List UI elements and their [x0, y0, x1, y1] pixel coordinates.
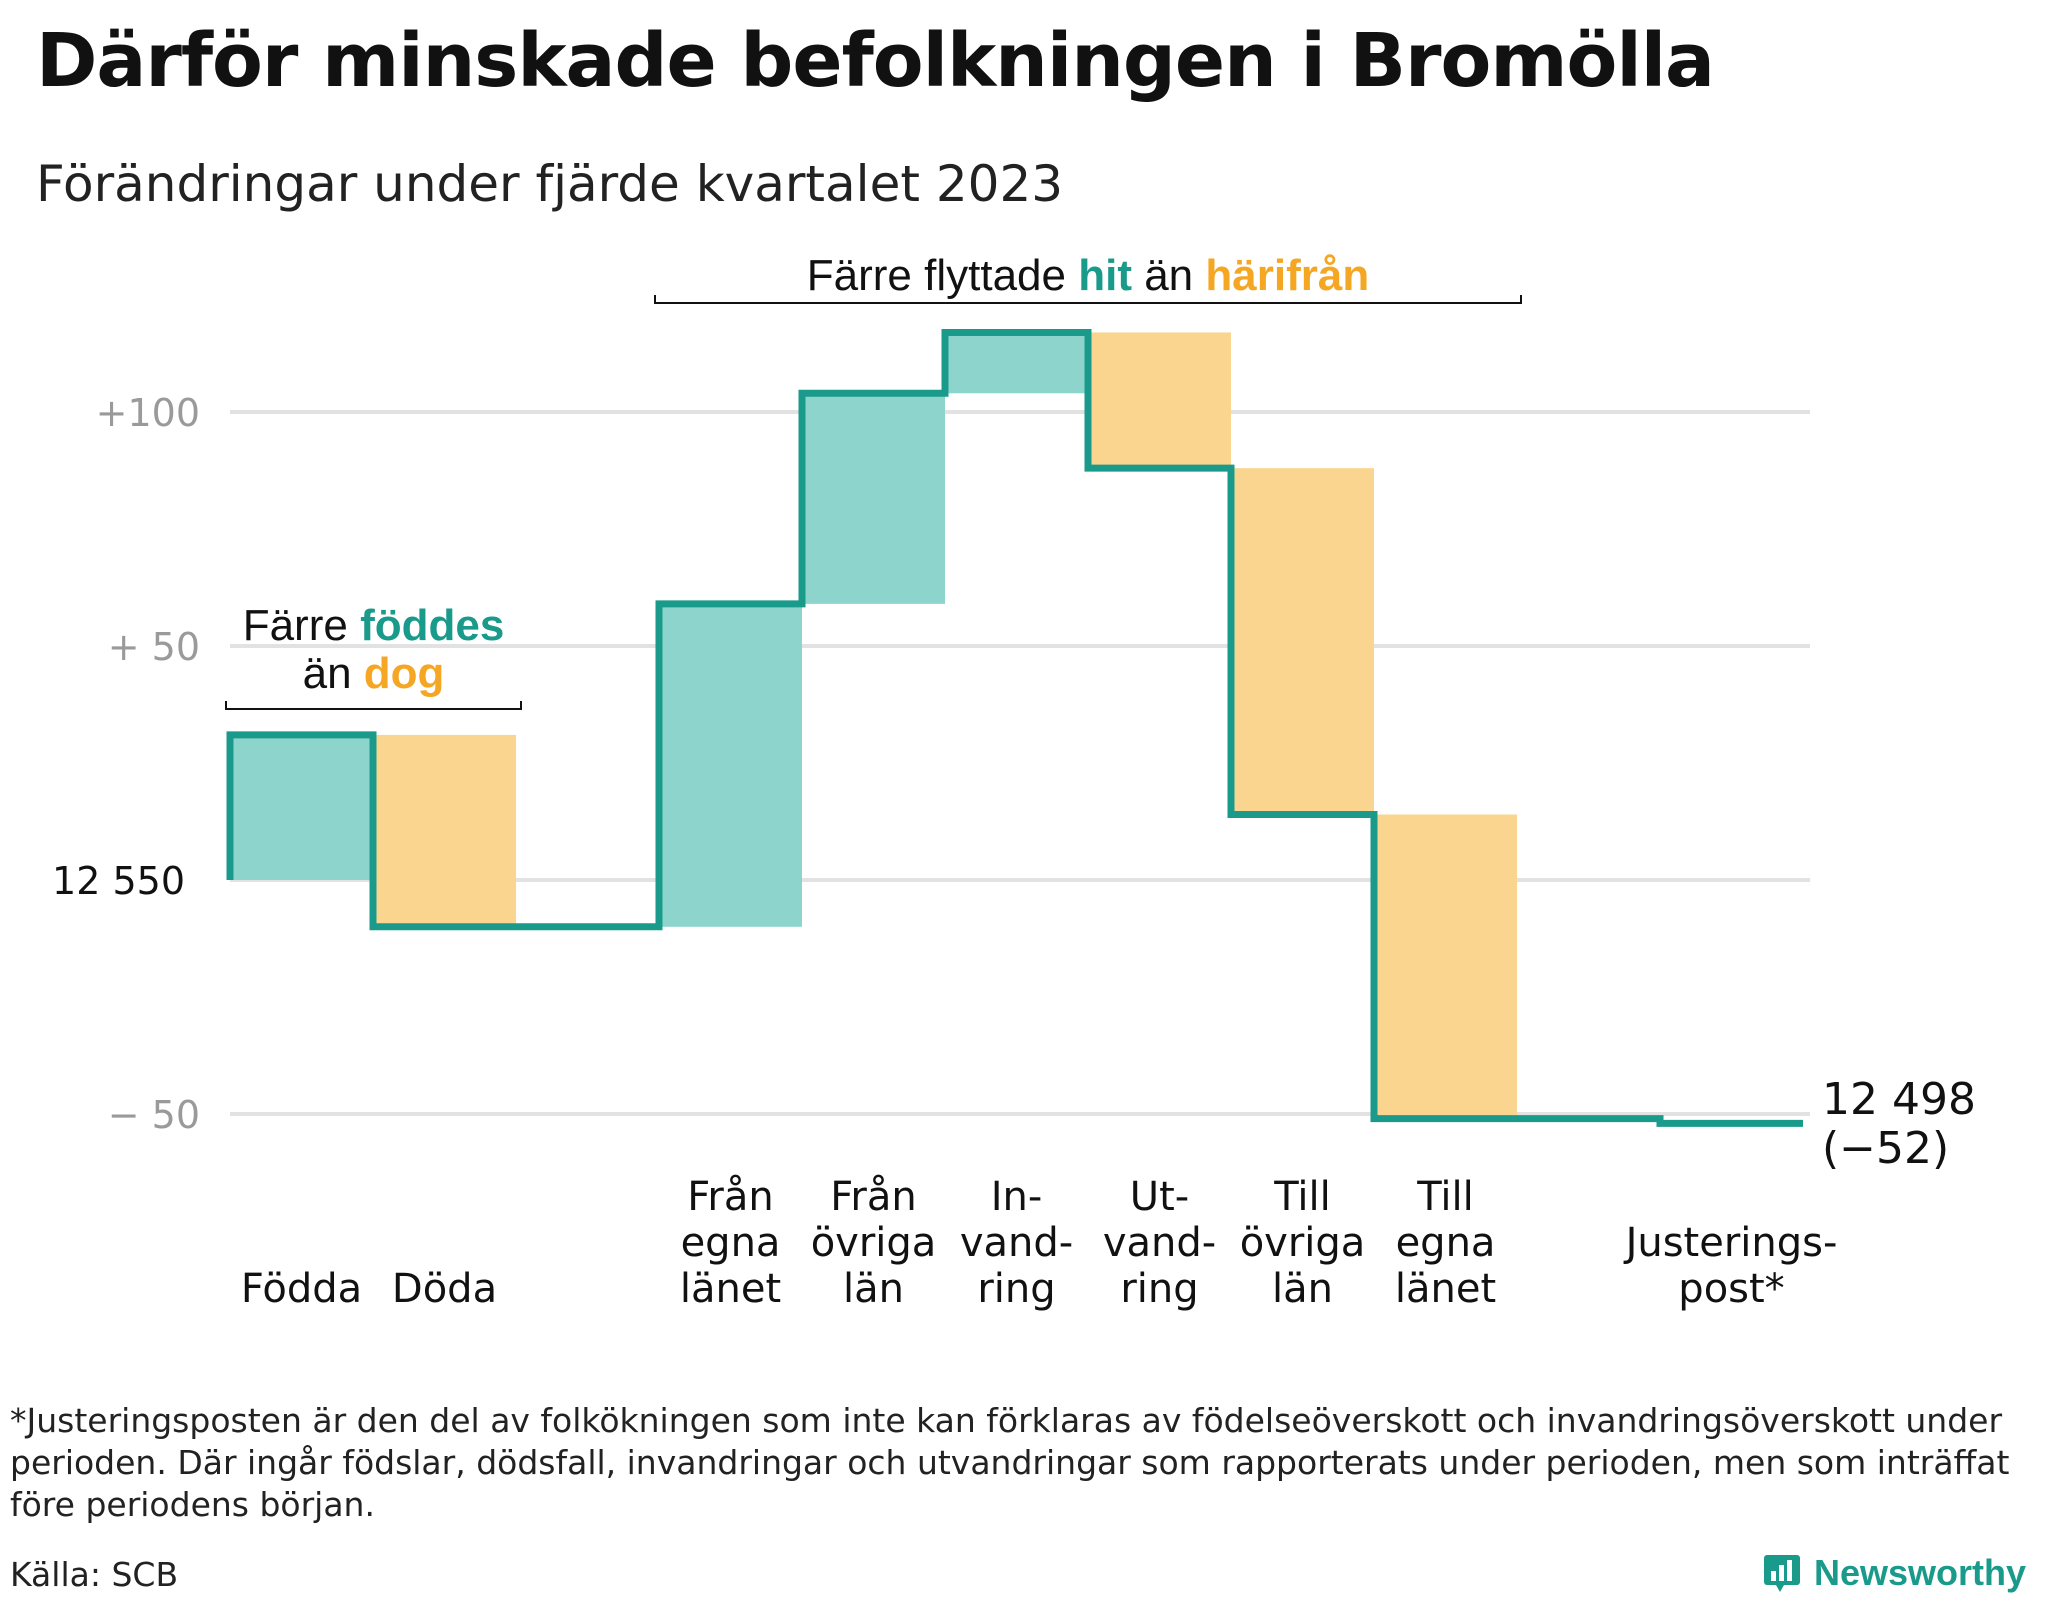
end-change-label: (−52) — [1822, 1123, 1949, 1174]
y-tick-label: − 50 — [108, 1093, 200, 1137]
y-axis-ticks: +100 + 50 12 550 − 50 — [52, 391, 200, 1137]
brand-name: Newsworthy — [1813, 1552, 2026, 1593]
x-label: Till — [1273, 1174, 1331, 1220]
bar-tillegnalänet — [1374, 814, 1517, 1119]
newsworthy-logo[interactable]: Newsworthy — [1762, 1552, 2026, 1594]
x-label: Till — [1416, 1174, 1474, 1220]
x-label: Döda — [392, 1266, 497, 1312]
x-label: Födda — [241, 1266, 362, 1312]
chart-title: Därför minskade befolkningen i Bromölla — [36, 18, 1715, 104]
source-note: Källa: SCB — [10, 1555, 179, 1594]
footnote: *Justeringsposten är den del av folkökni… — [10, 1401, 2010, 1524]
bar-invandring — [945, 332, 1088, 394]
x-label: län — [843, 1266, 904, 1312]
bar-frånövrigalän — [802, 393, 945, 604]
chart-subtitle: Förändringar under fjärde kvartalet 2023 — [36, 155, 1064, 213]
x-label: egna — [1396, 1220, 1496, 1266]
bracket-migration — [654, 295, 1522, 304]
bar-tillövrigalän — [1231, 468, 1374, 815]
x-label: In- — [991, 1174, 1043, 1220]
x-label: vand- — [1103, 1220, 1216, 1266]
y-tick-label: +100 — [96, 391, 200, 435]
x-label: ring — [1120, 1266, 1198, 1312]
x-label: Justerings- — [1623, 1220, 1838, 1266]
x-label: Från — [687, 1174, 773, 1220]
bar-utvandring — [1088, 332, 1231, 469]
x-label: Ut- — [1130, 1174, 1189, 1220]
end-value-label: 12 498 — [1822, 1074, 1976, 1125]
x-label: Från — [830, 1174, 916, 1220]
y-tick-label: + 50 — [108, 625, 200, 669]
waterfall-bars — [230, 332, 1517, 1119]
bar-döda — [373, 734, 516, 927]
cumulative-line-path — [226, 328, 1803, 1127]
y-tick-label: 12 550 — [52, 859, 185, 903]
x-label: vand- — [960, 1220, 1073, 1266]
x-label: post* — [1678, 1266, 1784, 1312]
x-axis-labels: Födda DödaFrånegnalänetFrånövrigalänIn-va… — [241, 1174, 1838, 1312]
x-label: övriga — [811, 1220, 937, 1266]
x-label: län — [1272, 1266, 1333, 1312]
newsworthy-icon — [1763, 1555, 1800, 1592]
x-label: egna — [681, 1220, 781, 1266]
bar-frånegnalänet — [659, 603, 802, 927]
cumulative-line — [226, 328, 1803, 1127]
end-labels: 12 498(−52) — [1822, 1074, 1976, 1174]
x-label: ring — [977, 1266, 1055, 1312]
x-label: länet — [1395, 1266, 1496, 1312]
x-label: övriga — [1240, 1220, 1366, 1266]
bracket-births — [225, 701, 522, 710]
x-label: länet — [680, 1266, 781, 1312]
annotation-migration: Färre flyttade hit än härifrån — [807, 251, 1369, 300]
bar-födda — [230, 734, 373, 880]
annotation-births-line1: Färre föddes — [243, 601, 505, 650]
gridlines — [230, 410, 1810, 1116]
annotation-births-line2: än dog — [303, 649, 445, 698]
